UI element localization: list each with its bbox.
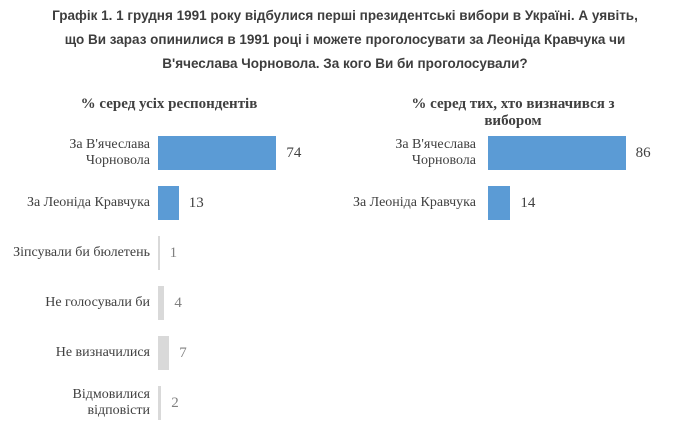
value-label-undecided: 7 [179,344,187,361]
category-label-chornovil-decided: За В'ячеслава Чорновола [395,136,476,169]
chart-decided-voters: % серед тих, хто визначився з вибором За… [352,88,674,220]
chart-decided-voters-plot: За В'ячеслава Чорновола 86 За Леоніда Кр… [352,128,674,228]
value-label-would-not-vote: 4 [174,294,182,311]
bar-spoil-ballot [158,236,160,270]
bar-track: 14 [488,186,674,220]
bar-undecided [158,336,170,370]
category-label-undecided: Не визначилися [55,344,150,360]
bar-track: 1 [158,236,330,270]
bar-track: 13 [158,186,330,220]
bar-kravchuk [158,186,179,220]
chart-decided-voters-title: % серед тих, хто визначився з вибором [411,96,615,129]
bar-row-refused: Відмовилися відповісти 2 [8,378,330,428]
category-label-would-not-vote: Не голосували би [45,294,150,310]
category-label-kravchuk-decided: За Леоніда Кравчука [352,194,476,210]
category-label-chornovil: За В'ячеслава Чорновола [69,136,150,169]
chart-all-respondents-title: % серед усіх респондентів [80,96,258,112]
figure-title-line-1: Графік 1. 1 грудня 1991 року відбулися п… [52,8,638,23]
bar-row-kravchuk-decided: За Леоніда Кравчука 14 [352,178,674,228]
bar-chornovil [158,136,277,170]
figure-title-line-2: що Ви зараз опинилися в 1991 році і може… [64,32,626,47]
figure-title-line-3: В'ячеслава Чорновола. За кого Ви би прог… [162,56,528,71]
value-label-refused: 2 [171,394,179,411]
bar-row-kravchuk: За Леоніда Кравчука 13 [8,178,330,228]
bar-row-chornovil-decided: За В'ячеслава Чорновола 86 [352,128,674,178]
bar-row-undecided: Не визначилися 7 [8,328,330,378]
bar-refused [158,386,162,420]
chart-all-respondents-plot: За В'ячеслава Чорновола 74 За Леоніда Кр… [8,128,330,428]
figure-title: Графік 1. 1 грудня 1991 року відбулися п… [14,4,676,76]
bar-row-spoil-ballot: Зіпсували би бюлетень 1 [8,228,330,278]
bar-track: 74 [158,136,330,170]
category-label-spoil-ballot: Зіпсували би бюлетень [13,244,150,260]
bar-row-would-not-vote: Не голосували би 4 [8,278,330,328]
bar-would-not-vote [158,286,165,320]
bar-row-chornovil: За В'ячеслава Чорновола 74 [8,128,330,178]
value-label-kravchuk: 13 [188,194,204,211]
bar-track: 4 [158,286,330,320]
bar-chornovil-decided [488,136,626,170]
value-label-chornovil: 74 [286,144,302,161]
value-label-spoil-ballot: 1 [169,244,178,261]
bar-track: 86 [488,136,674,170]
bar-track: 2 [158,386,330,420]
bar-track: 7 [158,336,330,370]
bar-kravchuk-decided [488,186,511,220]
category-label-refused: Відмовилися відповісти [72,386,150,419]
value-label-chornovil-decided: 86 [635,144,651,161]
chart-all-respondents: % серед усіх респондентів За В'ячеслава … [8,88,330,420]
value-label-kravchuk-decided: 14 [520,194,536,211]
category-label-kravchuk: За Леоніда Кравчука [26,194,150,210]
